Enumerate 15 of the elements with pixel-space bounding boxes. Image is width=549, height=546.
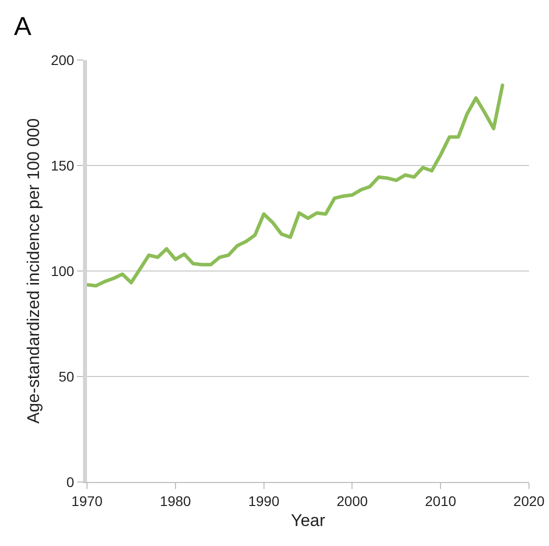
y-tick-label: 0 — [66, 474, 74, 490]
x-tick-label: 1970 — [71, 492, 103, 509]
y-tick-label: 100 — [50, 262, 74, 279]
line-series — [87, 84, 504, 288]
y-tick-label: 50 — [58, 368, 74, 384]
x-tick-label: 2020 — [513, 492, 545, 509]
x-axis-title: Year — [290, 511, 326, 530]
y-axis-title: Age-standardized incidence per 100 000 — [24, 118, 43, 424]
x-tick-label: 1980 — [160, 492, 192, 509]
text: A — [14, 11, 32, 41]
y-tick-label: 200 — [50, 52, 74, 68]
x-tick-label: 2000 — [336, 492, 368, 509]
x-tick-label: 1990 — [248, 492, 280, 509]
x-tick-label: 2010 — [425, 492, 456, 509]
y-tick-label: 150 — [50, 157, 74, 174]
